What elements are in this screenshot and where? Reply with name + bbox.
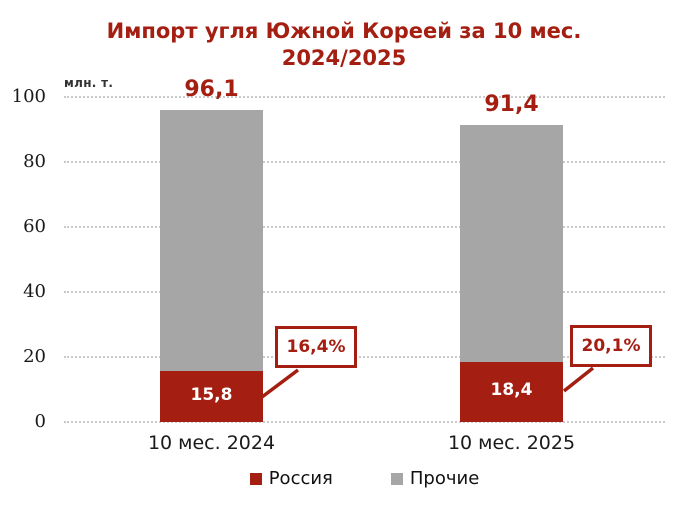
russia-value-label: 18,4 [490,380,533,401]
legend-item-россия: Россия [249,468,333,489]
bar-russia-segment: 18,4 [460,362,563,422]
share-callout: 16,4% [275,326,357,368]
y-tick-label: 100 [11,86,46,107]
gridline-y-100 [64,96,665,98]
russia-value-label: 15,8 [190,384,233,405]
legend-item-прочие: Прочие [390,468,480,489]
total-label: 91,4 [484,91,539,117]
callout-connector-line [562,366,595,393]
legend-label: Прочие [409,468,480,489]
gridline-y-40 [64,291,665,293]
x-category-label: 10 мес. 2025 [447,432,576,454]
bar-others-segment [460,124,563,363]
gridline-y-60 [64,226,665,228]
callout-connector-line [260,368,300,399]
total-label: 96,1 [184,76,239,102]
axis-unit-label: млн. т. [64,76,114,90]
y-tick-label: 60 [23,216,46,237]
y-tick-label: 0 [34,411,46,432]
y-tick-label: 20 [23,346,46,367]
gridline-y-80 [64,161,665,163]
chart-title: Импорт угля Южной Кореей за 10 мес. 2024… [106,19,582,70]
bar-others-segment [160,109,263,371]
y-tick-label: 80 [23,151,46,172]
legend-label: Россия [268,468,333,489]
legend-swatch [390,472,403,485]
legend: Россия Прочие [64,468,665,489]
gridline-y-0 [64,421,665,423]
x-category-label: 10 мес. 2024 [147,432,276,454]
bar-russia-segment: 15,8 [160,370,263,422]
share-callout: 20,1% [570,325,652,367]
legend-swatch [249,472,262,485]
y-tick-label: 40 [23,281,46,302]
gridline-y-20 [64,356,665,358]
